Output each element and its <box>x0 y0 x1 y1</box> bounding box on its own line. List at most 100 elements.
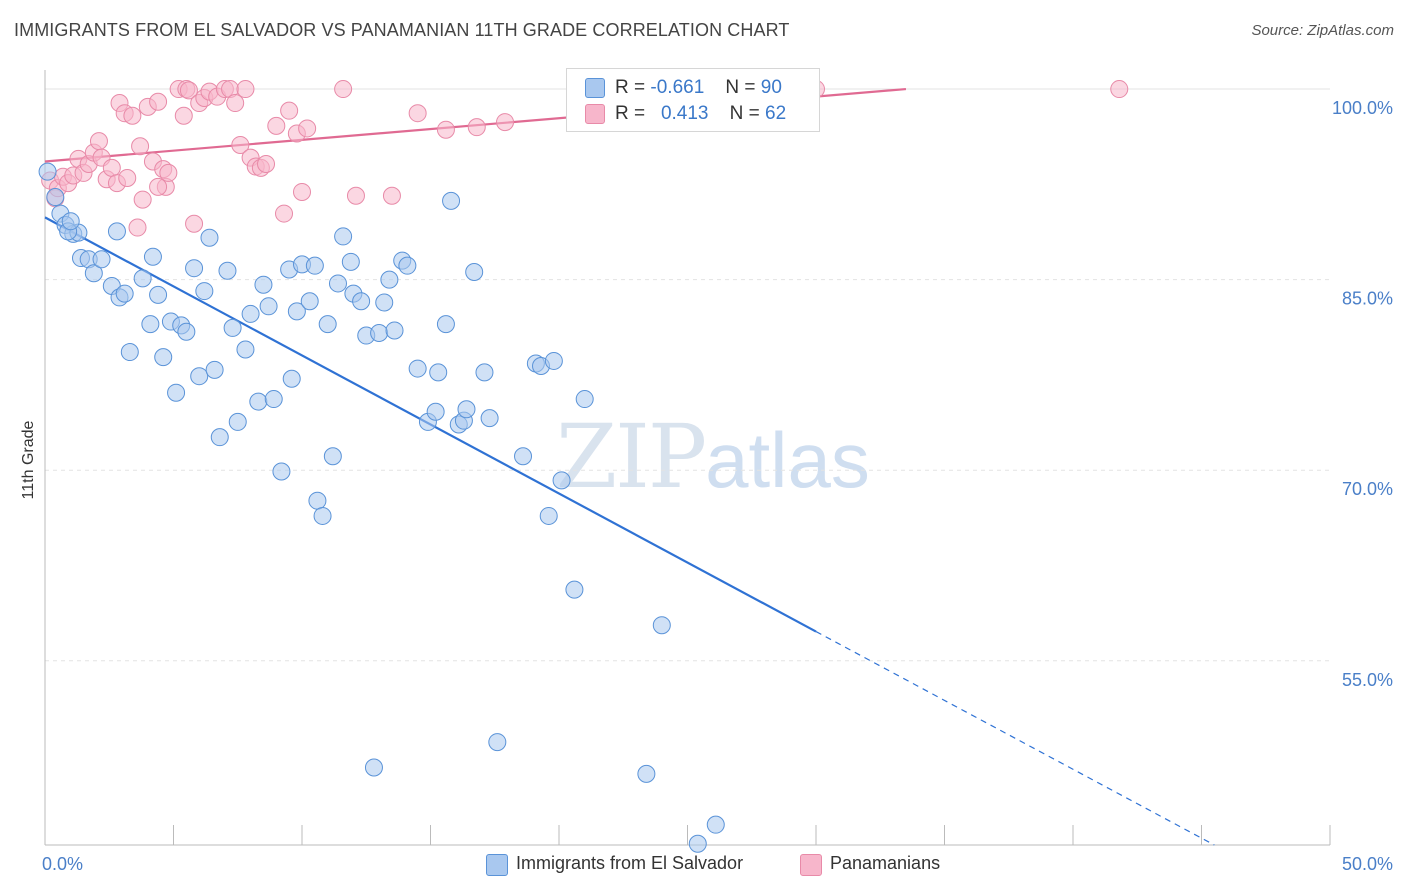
panamanians-point <box>334 80 353 99</box>
el-salvador-point <box>143 247 162 266</box>
watermark: ZIPatlas <box>556 405 870 508</box>
panamanians-point <box>131 137 150 156</box>
el-salvador-point <box>688 834 707 853</box>
el-salvador-point <box>205 360 224 379</box>
el-salvador-point <box>210 428 229 447</box>
panamanians-point <box>118 168 137 187</box>
panamanians-point <box>123 106 142 125</box>
el-salvador-point <box>375 293 394 312</box>
x-tick-label: 50.0% <box>1342 854 1393 874</box>
panamanians-point <box>236 80 255 99</box>
points <box>38 80 1129 853</box>
series-label-panamanians: Panamanians <box>830 853 941 873</box>
el-salvador-point <box>84 264 103 283</box>
el-salvador-point <box>323 447 342 466</box>
el-salvador-point <box>652 616 671 635</box>
el-salvador-trend-extension <box>815 631 1215 846</box>
x-tick-label: 0.0% <box>42 854 83 874</box>
series-label-el-salvador: Immigrants from El Salvador <box>516 853 744 873</box>
panamanians-point <box>408 104 427 123</box>
el-salvador-point <box>254 275 273 294</box>
el-salvador-point <box>300 292 319 311</box>
legend-r-label: R = <box>615 77 646 98</box>
panamanians-point <box>436 120 455 139</box>
el-salvador-point <box>539 506 558 525</box>
el-salvador-point <box>308 491 327 510</box>
panamanians-point <box>133 190 152 209</box>
el-salvador-point <box>282 369 301 388</box>
el-salvador-point <box>706 815 725 834</box>
el-salvador-point <box>149 285 168 304</box>
el-salvador-point <box>154 348 173 367</box>
el-salvador-point <box>341 252 360 271</box>
el-salvador-point <box>334 227 353 246</box>
el-salvador-point <box>514 447 533 466</box>
el-salvador-point <box>457 400 476 419</box>
el-salvador-point <box>364 758 383 777</box>
panamanians-point <box>149 92 168 111</box>
el-salvador-point <box>318 315 337 334</box>
panamanians-point <box>185 214 204 233</box>
series-swatch-el-salvador <box>486 854 508 876</box>
el-salvador-point <box>120 343 139 362</box>
panamanians-point <box>346 186 365 205</box>
el-salvador-point <box>475 363 494 382</box>
series-legend: Immigrants from El Salvador Panamanians <box>0 852 1406 878</box>
el-salvador-point <box>552 471 571 490</box>
el-salvador-point <box>228 412 247 431</box>
legend-r-value: 0.413 <box>660 103 709 124</box>
el-salvador-point <box>637 764 656 783</box>
panamanians-point <box>174 106 193 125</box>
stats-legend: R = -0.661 N = 90 R = 0.413 N = 62 <box>566 68 820 132</box>
el-salvador-point <box>544 351 563 370</box>
el-salvador-point <box>236 340 255 359</box>
el-salvador-point <box>38 162 57 181</box>
y-tick-label: 55.0% <box>1342 670 1393 690</box>
el-salvador-point <box>436 315 455 334</box>
panamanians-point <box>298 119 317 138</box>
el-salvador-point <box>223 318 242 337</box>
el-salvador-point <box>313 506 332 525</box>
el-salvador-point <box>480 409 499 428</box>
el-salvador-point <box>370 323 389 342</box>
panamanians-point <box>257 155 276 174</box>
el-salvador-point <box>115 284 134 303</box>
y-axis-label: 11th Grade <box>20 420 37 499</box>
el-salvador-point <box>328 274 347 293</box>
panamanians-point <box>226 94 245 113</box>
panamanians-point <box>267 116 286 135</box>
el-salvador-point <box>200 228 219 247</box>
el-salvador-point <box>249 392 268 411</box>
el-salvador-point <box>107 222 126 241</box>
legend-n-value: 62 <box>765 103 787 124</box>
grid <box>45 88 1330 662</box>
chart-title: IMMIGRANTS FROM EL SALVADOR VS PANAMANIA… <box>14 20 790 40</box>
panamanians-point <box>496 113 515 132</box>
panamanians-point <box>102 158 121 177</box>
legend-n-label: N = <box>725 77 756 98</box>
el-salvador-point <box>185 259 204 278</box>
el-salvador-point <box>465 263 484 282</box>
panamanians-point <box>89 132 108 151</box>
el-salvador-point <box>380 270 399 289</box>
el-salvador-point <box>408 359 427 378</box>
tick-labels: 100.0% 85.0% 70.0% 55.0% 0.0% 50.0% <box>42 98 1393 874</box>
panamanians-point <box>231 135 250 154</box>
el-salvador-point <box>259 297 278 316</box>
el-salvador-point <box>241 304 260 323</box>
el-salvador-point <box>385 321 404 340</box>
el-salvador-point <box>92 250 111 269</box>
legend-n-label: N = <box>729 103 760 124</box>
panamanians-point <box>293 182 311 201</box>
panamanians-point <box>275 204 294 223</box>
panamanians-point <box>382 186 401 205</box>
el-salvador-point <box>442 191 461 210</box>
panamanians-point <box>128 218 147 237</box>
el-salvador-point <box>190 367 209 386</box>
y-tick-label: 85.0% <box>1342 289 1393 309</box>
series-swatch-panamanians <box>800 854 822 876</box>
el-salvador-point <box>46 188 65 207</box>
panamanians-point <box>280 101 299 120</box>
y-tick-label: 100.0% <box>1332 98 1393 118</box>
